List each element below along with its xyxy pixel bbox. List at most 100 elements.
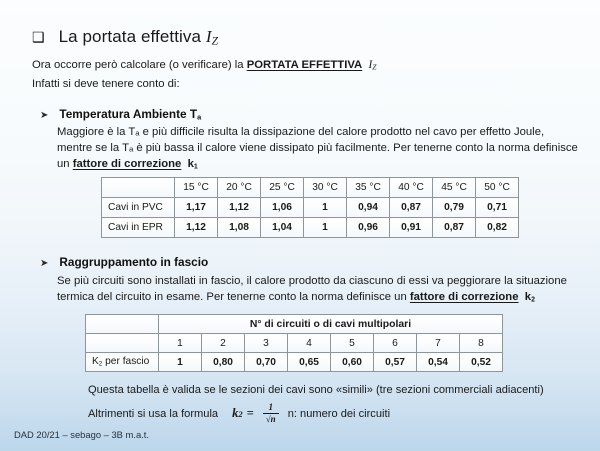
formula-equals: = <box>246 406 254 420</box>
arrow-bullet-icon: ➤ <box>40 258 49 269</box>
table-k2-cell-0-6: 0,54 <box>416 352 460 372</box>
table-k1-col-6: 45 °C <box>432 177 476 198</box>
table-row: Cavi in EPR 1,12 1,08 1,04 1 0,96 0,91 0… <box>101 217 519 238</box>
table-k2-col-0: 1 <box>158 333 202 353</box>
formula-numerator: 1 <box>268 402 273 412</box>
page-title: ❑ La portata effettiva IZ <box>32 27 218 48</box>
intro-line-1: Ora occorre però calcolare (o verificare… <box>32 57 377 74</box>
section-body-raggruppamento-line-2: termica del circuito in esame. Per tener… <box>57 289 567 305</box>
table-k1-cell-1-5: 0,91 <box>389 217 433 238</box>
section-heading-temperatura-subscript: a <box>197 112 202 122</box>
table-k1-cell-1-7: 0,82 <box>475 217 519 238</box>
section-body-temperatura-k-subscript: 1 <box>193 163 198 171</box>
table-k2-cell-0-5: 0,57 <box>373 352 417 372</box>
section-body-raggruppamento-line-2-prefix: termica del circuito in esame. Per tener… <box>57 291 410 303</box>
table-k1-cell-1-3: 1 <box>303 217 347 238</box>
intro-line-1-emphasis: PORTATA EFFETTIVA <box>246 59 363 71</box>
table-k1-col-3: 30 °C <box>303 177 347 198</box>
table-k1-cell-1-1: 1,08 <box>217 217 261 238</box>
section-body-raggruppamento-k-symbol: k <box>524 291 532 303</box>
table-k2-row-0-label-symbol: K <box>92 356 99 368</box>
section-heading-raggruppamento: ➤ Raggruppamento in fascio <box>40 255 208 269</box>
page-title-text: La portata effettiva IZ <box>59 27 219 48</box>
table-k1-col-4: 35 °C <box>346 177 390 198</box>
table-k1-row-1-label: Cavi in EPR <box>101 217 175 238</box>
section-heading-temperatura-label: Temperatura Ambiente T <box>59 107 198 121</box>
page-title-symbol-subscript: Z <box>211 34 219 48</box>
table-row-header: 15 °C 20 °C 25 °C 30 °C 35 °C 40 °C 45 °… <box>101 177 519 198</box>
section-body-temperatura-k-symbol: k <box>187 158 194 170</box>
section-body-temperatura-line-3: un fattore di correzione k1 <box>57 156 578 172</box>
table-k1-col-0: 15 °C <box>174 177 218 198</box>
page-title-label: La portata effettiva <box>58 27 206 46</box>
table-k2-blank-cell <box>85 333 159 353</box>
section-body-raggruppamento: Se più circuiti sono installati in fasci… <box>57 273 567 305</box>
slide-footer: DAD 20/21 – sebago – 3B m.a.t. <box>14 429 149 440</box>
intro-line-1-prefix: Ora occorre però calcolare (o verificare… <box>32 59 247 71</box>
table-k2-cell-0-7: 0,52 <box>459 352 503 372</box>
table-k2-row-0-label: K2 per fascio <box>85 352 159 372</box>
table-k1-cell-0-5: 0,87 <box>389 197 433 218</box>
page-title-symbol: I <box>205 27 212 46</box>
table-row: K2 per fascio 1 0,80 0,70 0,65 0,60 0,57… <box>85 352 503 372</box>
table-k1-corner-cell <box>101 177 175 198</box>
table-k2-cell-0-0: 1 <box>158 352 202 372</box>
formula-fraction: 1 √n <box>262 402 279 424</box>
table-k1-col-2: 25 °C <box>260 177 304 198</box>
table-k2-merged-header: N° di circuiti o di cavi multipolari <box>158 314 503 334</box>
formula-denominator: √n <box>262 413 279 424</box>
table-row: Cavi in PVC 1,17 1,12 1,06 1 0,94 0,87 0… <box>101 197 519 218</box>
section-body-temperatura-emphasis: fattore di correzione <box>72 158 182 170</box>
table-k1-cell-0-2: 1,06 <box>260 197 304 218</box>
table-k2: N° di circuiti o di cavi multipolari 1 2… <box>85 314 503 372</box>
table-k2-corner-cell <box>85 314 159 334</box>
sqrt-icon: √ <box>265 414 271 424</box>
table-k2-cell-0-2: 0,70 <box>244 352 288 372</box>
intro-line-1-symbol: I <box>368 59 373 71</box>
table-k1-col-7: 50 °C <box>475 177 519 198</box>
table-k2-cell-0-4: 0,60 <box>330 352 374 372</box>
section-body-temperatura-line-2: mentre se la Tₐ è più bassa il calore vi… <box>57 142 578 154</box>
table-k1-cell-1-0: 1,12 <box>174 217 218 238</box>
table-k1-row-0-label: Cavi in PVC <box>101 197 175 218</box>
square-bullet-icon: ❑ <box>32 29 45 45</box>
table-k1-cell-0-4: 0,94 <box>346 197 390 218</box>
table-k2-col-7: 8 <box>459 333 503 353</box>
table-k1-cell-0-1: 1,12 <box>217 197 261 218</box>
table-k2-col-6: 7 <box>416 333 460 353</box>
table-k1-col-5: 40 °C <box>389 177 433 198</box>
table-k1-cell-0-0: 1,17 <box>174 197 218 218</box>
formula-k-symbol: k <box>232 406 239 420</box>
table-k2-cell-0-1: 0,80 <box>201 352 245 372</box>
table-k1-cell-1-4: 0,96 <box>346 217 390 238</box>
table-k1-col-1: 20 °C <box>217 177 261 198</box>
section-heading-temperatura-text: Temperatura Ambiente Ta <box>59 107 201 121</box>
section-heading-raggruppamento-label: Raggruppamento in fascio <box>59 255 209 269</box>
note-formula-suffix: n: numero dei circuiti <box>287 407 391 420</box>
table-row-header: 1 2 3 4 5 6 7 8 <box>85 333 503 353</box>
section-body-temperatura-line-1: Maggiore è la Tₐ e più difficile risulta… <box>57 126 545 138</box>
intro-line-1-symbol-subscript: Z <box>372 62 377 72</box>
section-body-raggruppamento-line-1: Se più circuiti sono installati in fasci… <box>57 275 567 287</box>
arrow-bullet-icon: ➤ <box>40 110 49 121</box>
table-row-merged-header: N° di circuiti o di cavi multipolari <box>85 314 503 334</box>
table-k2-col-1: 2 <box>201 333 245 353</box>
section-body-raggruppamento-k-subscript: 2 <box>531 296 535 304</box>
table-k1-cell-1-2: 1,04 <box>260 217 304 238</box>
intro-line-2: Infatti si deve tenere conto di: <box>32 78 180 90</box>
note-validity: Questa tabella è valida se le sezioni de… <box>88 384 544 396</box>
table-k2-col-3: 4 <box>287 333 331 353</box>
note-formula-prefix: Altrimenti si usa la formula <box>88 407 219 420</box>
table-k2-col-5: 6 <box>373 333 417 353</box>
section-body-temperatura-line-3-prefix: un <box>57 158 73 170</box>
table-k2-cell-0-3: 0,65 <box>287 352 331 372</box>
table-k1-cell-1-6: 0,87 <box>432 217 476 238</box>
table-k2-row-0-label-subscript: 2 <box>98 360 103 368</box>
section-body-temperatura: Maggiore è la Tₐ e più difficile risulta… <box>57 124 578 172</box>
section-body-raggruppamento-emphasis: fattore di correzione <box>409 291 519 303</box>
formula-k-subscript: 2 <box>238 408 243 419</box>
table-k2-col-2: 3 <box>244 333 288 353</box>
